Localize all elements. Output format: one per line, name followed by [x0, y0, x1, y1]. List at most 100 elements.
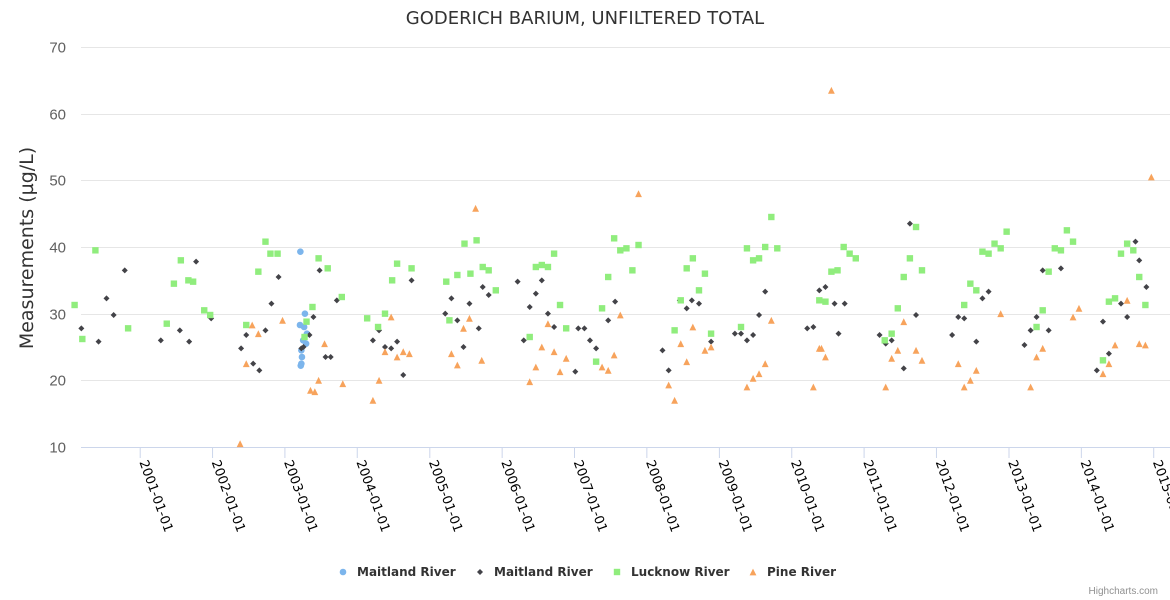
- data-point: [381, 348, 389, 356]
- data-point: [1132, 238, 1139, 245]
- data-point: [818, 344, 825, 352]
- data-point: [394, 338, 401, 345]
- credits-link[interactable]: Highcharts.com: [1089, 586, 1158, 597]
- data-point: [900, 318, 908, 326]
- data-point: [997, 310, 1005, 318]
- data-point: [124, 325, 132, 332]
- data-point: [1130, 247, 1137, 254]
- data-point: [612, 298, 619, 305]
- legend-item[interactable]: Maitland River: [477, 565, 593, 579]
- data-point: [448, 295, 455, 302]
- data-point: [1039, 344, 1047, 352]
- data-point: [572, 368, 579, 375]
- data-point: [460, 324, 467, 332]
- data-point: [242, 360, 250, 368]
- data-point: [677, 340, 685, 348]
- data-point: [322, 354, 329, 360]
- data-point: [206, 311, 214, 319]
- data-point: [1093, 367, 1100, 374]
- data-point: [906, 255, 914, 262]
- data-point: [170, 280, 178, 287]
- data-point: [201, 307, 208, 314]
- series-2-points: [71, 213, 1149, 365]
- data-point: [315, 255, 322, 262]
- data-point: [256, 367, 263, 374]
- data-point: [479, 263, 486, 271]
- data-point: [743, 383, 751, 391]
- y-tick-label: 70: [49, 40, 66, 57]
- legend-item[interactable]: Pine River: [749, 565, 836, 579]
- data-point: [991, 240, 998, 247]
- data-point: [966, 376, 974, 384]
- data-point: [894, 305, 902, 312]
- data-point: [616, 311, 624, 319]
- data-point: [1142, 301, 1149, 309]
- data-point: [804, 325, 811, 332]
- data-point: [388, 345, 395, 352]
- data-point: [888, 337, 895, 344]
- data-point: [309, 303, 316, 311]
- data-points: [71, 86, 1155, 448]
- data-point: [466, 314, 473, 322]
- data-point: [973, 338, 980, 345]
- data-point: [532, 290, 539, 297]
- data-point: [388, 277, 396, 284]
- data-point: [701, 270, 709, 277]
- data-point: [92, 247, 99, 254]
- data-point: [689, 323, 697, 331]
- data-point: [310, 314, 317, 320]
- legend-item[interactable]: Lucknow River: [613, 565, 730, 579]
- data-point: [985, 288, 992, 295]
- data-point: [453, 361, 461, 369]
- data-point: [900, 365, 907, 372]
- data-point: [695, 300, 702, 307]
- data-point: [749, 374, 757, 382]
- data-point: [262, 238, 269, 245]
- data-point: [835, 330, 842, 337]
- data-point: [707, 330, 715, 337]
- data-point: [238, 345, 245, 352]
- data-point: [479, 284, 486, 290]
- data-point: [526, 304, 533, 310]
- data-point: [816, 287, 823, 294]
- data-point: [442, 310, 449, 317]
- data-point: [816, 297, 823, 304]
- legend-item[interactable]: Maitland River: [339, 565, 456, 579]
- data-point: [79, 335, 86, 343]
- data-point: [755, 370, 763, 378]
- data-point: [300, 323, 308, 331]
- data-point: [556, 301, 564, 309]
- data-point: [954, 360, 962, 368]
- data-point: [1045, 327, 1052, 334]
- data-point: [846, 250, 853, 257]
- data-point: [550, 250, 558, 257]
- data-point: [399, 348, 407, 356]
- data-point: [683, 305, 690, 312]
- data-point: [298, 360, 305, 367]
- data-point: [95, 338, 102, 345]
- data-point: [683, 358, 691, 366]
- data-point: [737, 323, 745, 331]
- data-point: [311, 388, 319, 396]
- data-point: [689, 255, 697, 262]
- data-point: [840, 243, 847, 251]
- data-point: [997, 245, 1004, 252]
- legend-label: Maitland River: [357, 565, 456, 579]
- legend-label: Maitland River: [494, 565, 593, 579]
- data-point: [592, 358, 600, 365]
- data-point: [279, 316, 286, 324]
- data-point: [1099, 318, 1106, 325]
- data-point: [551, 324, 558, 330]
- data-point: [163, 320, 170, 327]
- data-point: [189, 278, 197, 285]
- legend-marker: [749, 568, 757, 576]
- legend-label: Lucknow River: [631, 565, 730, 579]
- data-point: [333, 297, 340, 304]
- data-point: [767, 316, 775, 324]
- data-point: [750, 332, 757, 338]
- data-point: [755, 255, 763, 262]
- data-point: [236, 440, 244, 448]
- data-point: [375, 376, 383, 384]
- data-point: [475, 325, 482, 332]
